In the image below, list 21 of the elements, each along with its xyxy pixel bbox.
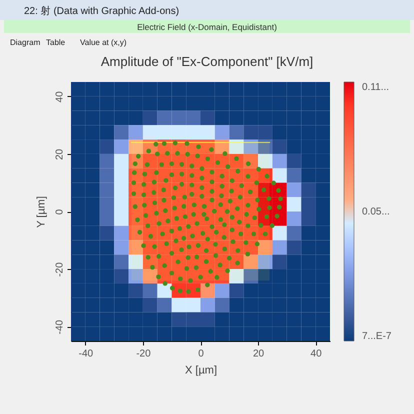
x-tick-label: -20: [136, 348, 152, 360]
y-tick-label: 20: [54, 148, 66, 160]
color-bar-label: 7...E-7: [362, 331, 392, 342]
y-tick-label: 0: [54, 208, 66, 215]
text: Table: [46, 38, 66, 47]
text: Value at (x,y): [80, 38, 127, 47]
x-tick-label: 40: [310, 348, 322, 360]
text: 22: 射 (Data with Graphic Add-ons): [24, 5, 180, 17]
text: Diagram: [10, 38, 41, 47]
x-axis-title: X [µm]: [184, 364, 218, 376]
y-axis-title: Y [µm]: [36, 196, 48, 228]
y-tick-label: -40: [54, 319, 66, 334]
color-bar-label: 0.11...: [362, 82, 390, 93]
y-tick-label: -20: [54, 262, 66, 277]
color-bar-label: 0.05...: [362, 206, 390, 218]
text: Electric Field (x-Domain, Equidistant): [137, 22, 278, 32]
chart-title: Amplitude of "Ex-Component" [kV/m]: [100, 54, 314, 69]
y-tick-label: 40: [54, 90, 66, 102]
x-tick-label: 0: [198, 348, 204, 360]
x-tick-label: -40: [78, 348, 94, 360]
x-tick-label: 20: [252, 348, 265, 360]
